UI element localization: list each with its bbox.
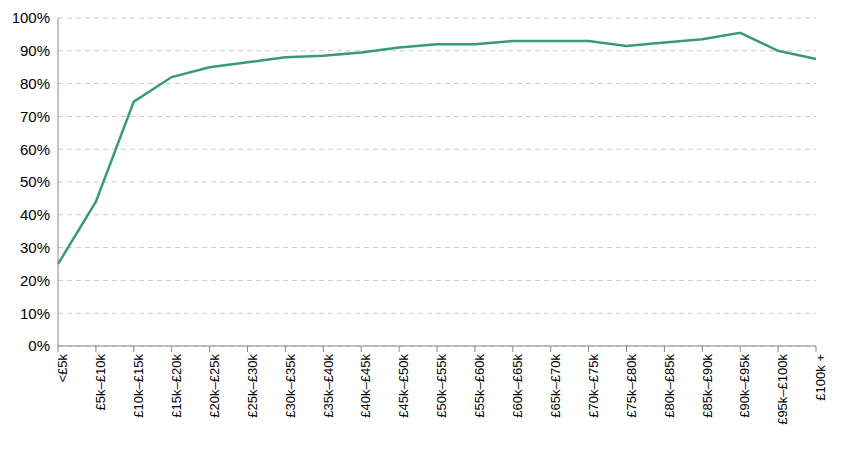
svg-text:£65k–£70k: £65k–£70k	[548, 354, 563, 418]
svg-text:70%: 70%	[20, 108, 50, 125]
svg-text:100%: 100%	[12, 9, 50, 26]
svg-text:£80k–£85k: £80k–£85k	[662, 354, 677, 418]
svg-text:90%: 90%	[20, 42, 50, 59]
svg-text:£60k–£65k: £60k–£65k	[510, 354, 525, 418]
svg-text:60%: 60%	[20, 141, 50, 158]
svg-text:50%: 50%	[20, 173, 50, 190]
svg-text:£55k–£60k: £55k–£60k	[472, 354, 487, 418]
svg-text:£75k–£80k: £75k–£80k	[624, 354, 639, 418]
svg-text:£5k–£10k: £5k–£10k	[93, 354, 108, 411]
svg-text:£20k–£25k: £20k–£25k	[207, 354, 222, 418]
svg-text:£50k–£55k: £50k–£55k	[434, 354, 449, 418]
svg-text:20%: 20%	[20, 272, 50, 289]
svg-text:£40k–£45k: £40k–£45k	[358, 354, 373, 418]
svg-text:£90k–£95k: £90k–£95k	[737, 354, 752, 418]
svg-text:80%: 80%	[20, 75, 50, 92]
svg-text:£70k–£75k: £70k–£75k	[586, 354, 601, 418]
svg-text:10%: 10%	[20, 305, 50, 322]
svg-text:£85k–£90k: £85k–£90k	[700, 354, 715, 418]
svg-text:£100k +: £100k +	[813, 354, 828, 401]
svg-text:£10k–£15k: £10k–£15k	[131, 354, 146, 418]
svg-text:<£5k: <£5k	[55, 354, 70, 383]
svg-text:£95k–£100k: £95k–£100k	[775, 354, 790, 425]
svg-text:0%: 0%	[28, 337, 50, 354]
svg-text:40%: 40%	[20, 206, 50, 223]
svg-text:£15k–£20k: £15k–£20k	[169, 354, 184, 418]
svg-text:£35k–£40k: £35k–£40k	[321, 354, 336, 418]
svg-text:30%: 30%	[20, 239, 50, 256]
svg-text:£25k–£30k: £25k–£30k	[245, 354, 260, 418]
svg-text:£30k–£35k: £30k–£35k	[283, 354, 298, 418]
svg-text:£45k–£50k: £45k–£50k	[396, 354, 411, 418]
